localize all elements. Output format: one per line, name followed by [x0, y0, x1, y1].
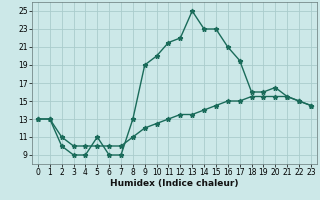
X-axis label: Humidex (Indice chaleur): Humidex (Indice chaleur): [110, 179, 239, 188]
